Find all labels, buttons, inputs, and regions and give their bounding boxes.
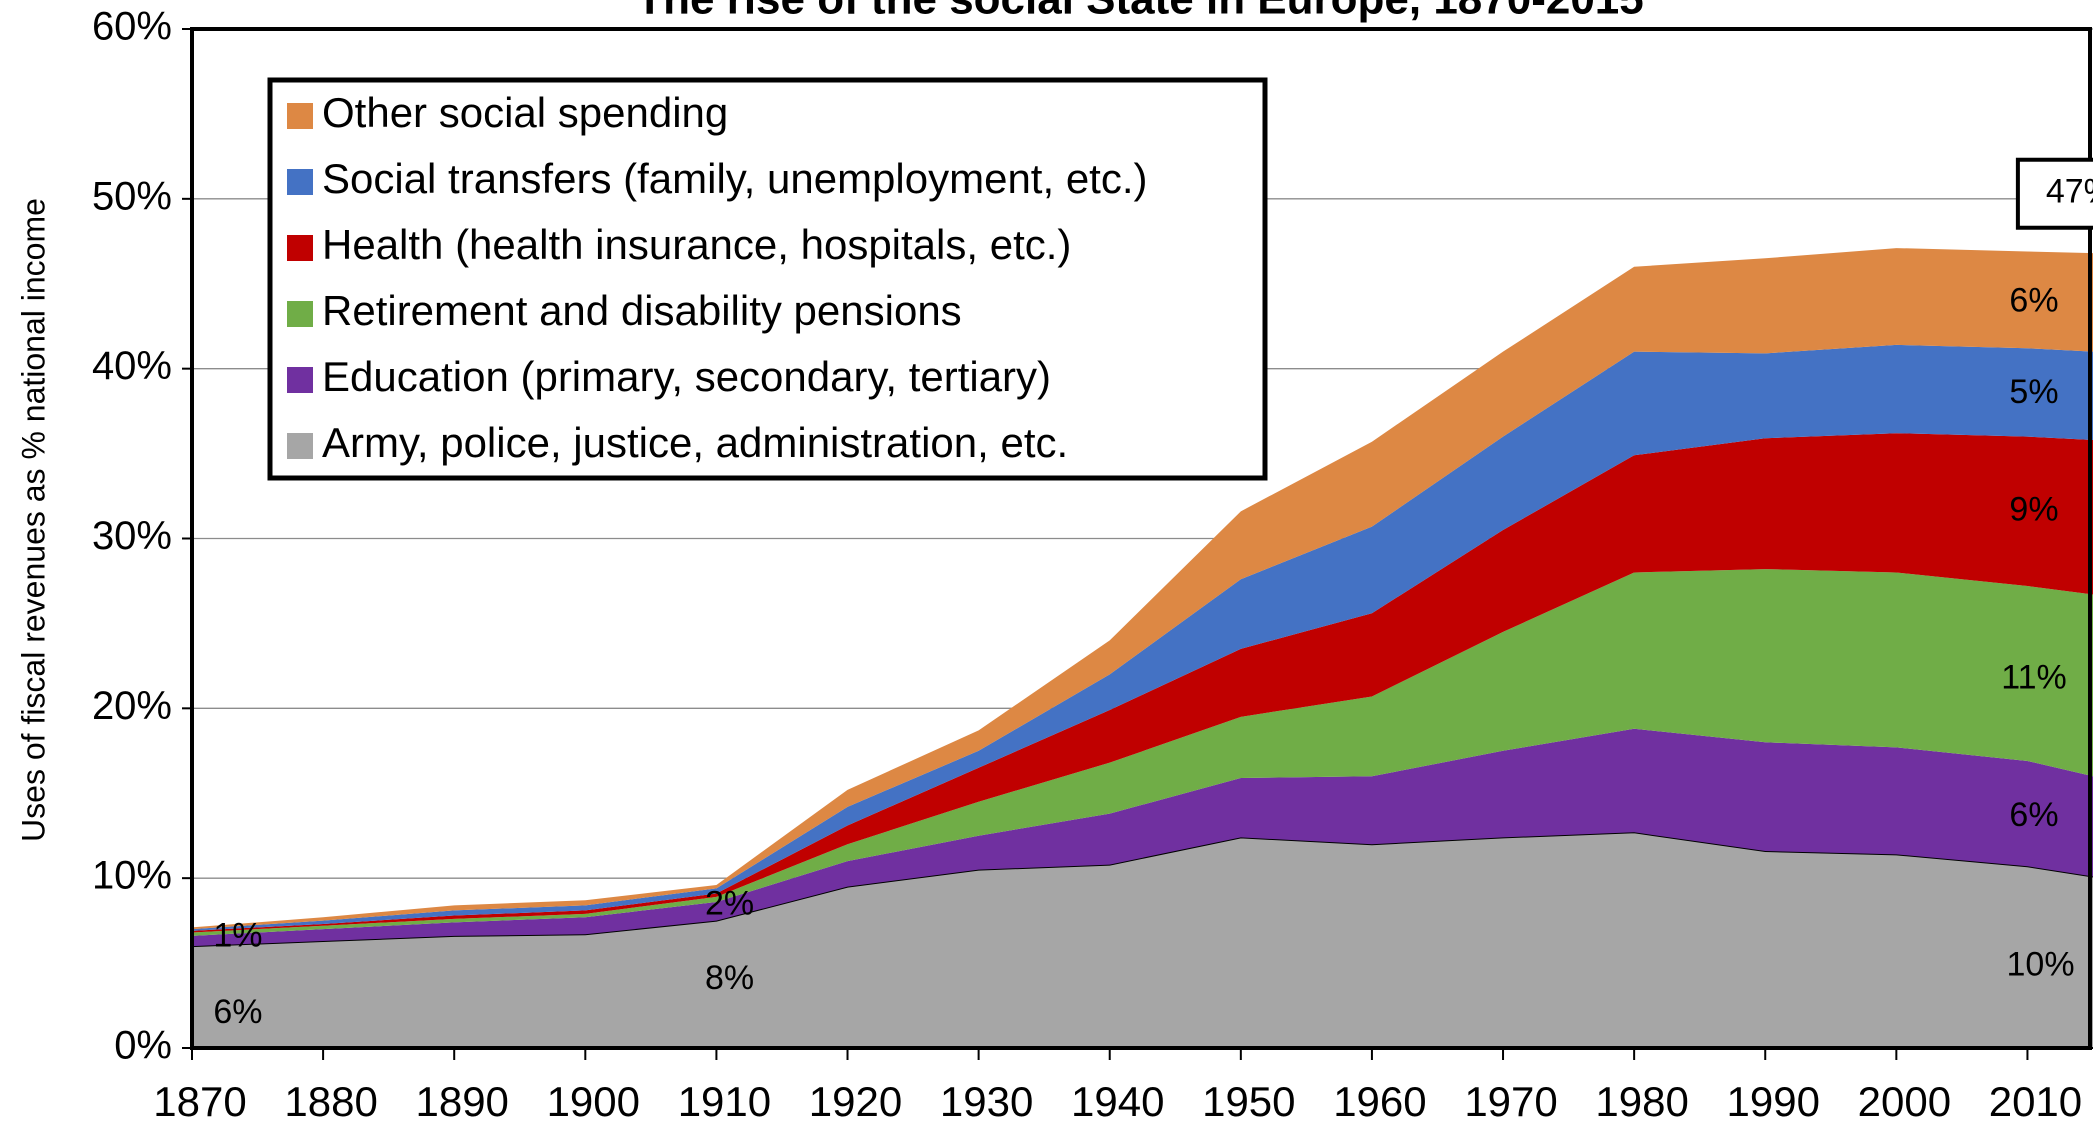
- y-tick-label: 10%: [92, 854, 172, 898]
- x-tick-label: 1900: [547, 1078, 640, 1124]
- y-tick-label: 40%: [92, 344, 172, 388]
- area: [192, 248, 2093, 930]
- y-tick-label: 30%: [92, 514, 172, 558]
- y-tick-label: 20%: [92, 684, 172, 728]
- legend-label: Health (health insurance, hospitals, etc…: [322, 221, 1071, 268]
- annotation: 8%: [705, 959, 754, 997]
- x-tick-label: 1960: [1333, 1078, 1426, 1124]
- annotation: 11%: [2001, 658, 2067, 696]
- area: [192, 832, 2093, 1048]
- x-tick-label: 1870: [153, 1078, 246, 1124]
- x-tick-label: 1990: [1727, 1078, 1820, 1124]
- annotation: 1%: [213, 917, 262, 955]
- legend-box: [267, 77, 1268, 481]
- area: [192, 344, 2093, 931]
- legend-label: Social transfers (family, unemployment, …: [322, 155, 1148, 202]
- legend-swatch: [287, 235, 313, 261]
- area: [192, 433, 2093, 933]
- legend-swatch: [287, 433, 313, 459]
- annotation: 47%: [2046, 173, 2093, 211]
- annotation: 9%: [2009, 490, 2058, 528]
- y-tick-label: 50%: [92, 174, 172, 218]
- legend-label: Army, police, justice, administration, e…: [322, 419, 1068, 466]
- chart-title: The rise of the social State in Europe, …: [636, 0, 1644, 24]
- legend-label: Retirement and disability pensions: [322, 287, 962, 334]
- x-tick-label: 1910: [678, 1078, 771, 1124]
- x-tick-label: 1940: [1071, 1078, 1164, 1124]
- x-tick-label: 1920: [809, 1078, 902, 1124]
- annotation: 6%: [213, 993, 262, 1031]
- y-tick-label: 0%: [114, 1024, 172, 1068]
- legend-swatch: [287, 103, 313, 129]
- annotation: 10%: [2007, 945, 2075, 983]
- y-axis-label: Uses of fiscal revenues as % national in…: [15, 198, 51, 842]
- x-tick-label: 1930: [940, 1078, 1033, 1124]
- x-tick-label: 1880: [284, 1078, 377, 1124]
- x-tick-label: 2000: [1858, 1078, 1951, 1124]
- annotation: 6%: [2009, 281, 2058, 319]
- legend-swatch: [287, 169, 313, 195]
- legend: Other social spending Social transfers (f…: [267, 77, 1268, 481]
- x-tick-label: 1970: [1464, 1078, 1557, 1124]
- annotation: 6%: [2009, 796, 2058, 834]
- legend-label: Other social spending: [322, 89, 728, 136]
- x-tick-label: 1950: [1202, 1078, 1295, 1124]
- x-tick-label: 1980: [1595, 1078, 1688, 1124]
- y-tick-label: 60%: [92, 5, 172, 49]
- legend-swatch: [287, 301, 313, 327]
- annotation: 2%: [705, 884, 754, 922]
- annotation-box: [2015, 157, 2093, 230]
- x-tick-label: 2010: [1989, 1078, 2082, 1124]
- x-tick-label: 1890: [415, 1078, 508, 1124]
- annotation: 5%: [2009, 373, 2058, 411]
- legend-label: Education (primary, secondary, tertiary): [322, 353, 1051, 400]
- area: [192, 728, 2093, 947]
- legend-swatch: [287, 367, 313, 393]
- area: [192, 569, 2093, 936]
